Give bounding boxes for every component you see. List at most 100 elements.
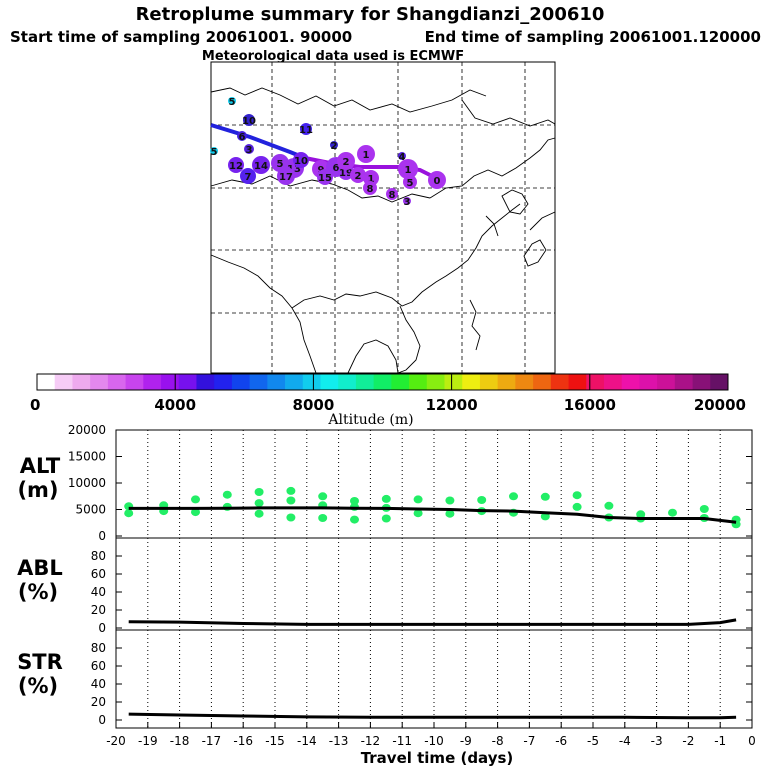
colorbar-swatch bbox=[54, 374, 73, 390]
colorbar-swatch bbox=[373, 374, 392, 390]
trajectory-cluster-label: 17 bbox=[279, 172, 293, 183]
panel-y-tick-label: 60 bbox=[91, 567, 106, 581]
panel-y-tick-label: 80 bbox=[91, 549, 106, 563]
trajectory-cluster-label: 7 bbox=[245, 172, 252, 183]
panel-y-tick-label: 10000 bbox=[68, 476, 106, 490]
altitude-scatter-point bbox=[124, 509, 134, 518]
altitude-scatter-point bbox=[540, 492, 550, 501]
colorbar-swatch bbox=[72, 374, 91, 390]
colorbar-swatch bbox=[426, 374, 445, 390]
colorbar-swatch bbox=[515, 374, 534, 390]
altitude-scatter-point bbox=[668, 508, 677, 517]
altitude-scatter-point bbox=[318, 514, 328, 522]
altitude-scatter-point bbox=[445, 496, 455, 505]
trajectory-cluster-marker bbox=[337, 152, 355, 170]
x-tick-label: -19 bbox=[138, 734, 158, 748]
colorbar-tick-label: 20000 bbox=[694, 396, 746, 414]
trajectory-cluster-marker bbox=[243, 114, 255, 126]
altitude-scatter-point bbox=[381, 514, 391, 523]
panel-y-tick-label: 15000 bbox=[68, 450, 106, 464]
page-title: Retroplume summary for Shangdianzi_20061… bbox=[136, 4, 605, 25]
colorbar-swatch bbox=[37, 374, 56, 390]
colorbar-swatch bbox=[125, 374, 144, 390]
trajectory-cluster-label: 8 bbox=[367, 184, 374, 195]
colorbar-tick-label: 4000 bbox=[154, 396, 196, 414]
trajectory-cluster-label: 5 bbox=[211, 147, 218, 158]
altitude-scatter-point bbox=[572, 502, 582, 511]
panel-y-tick-label: 0 bbox=[98, 713, 106, 727]
trajectory-cluster-marker bbox=[240, 168, 256, 184]
trajectory-cluster-label: 10 bbox=[242, 116, 256, 127]
altitude-colorbar: 0 4000 8000 12000 16000 20000 Altitude (m) bbox=[30, 373, 746, 428]
x-tick-label: -3 bbox=[651, 734, 663, 748]
colorbar-swatch bbox=[568, 374, 587, 390]
trajectory-cluster-marker bbox=[237, 131, 247, 141]
colorbar-swatch bbox=[444, 374, 463, 390]
panel-str: 0 20 40 60 80 STR(%) bbox=[17, 629, 753, 729]
trajectory-cluster-label: 6 bbox=[333, 163, 340, 174]
altitude-scatter-point bbox=[286, 496, 296, 505]
colorbar-swatch bbox=[196, 374, 215, 390]
colorbar-tick-label: 12000 bbox=[426, 396, 478, 414]
trajectory-cluster-label: 12 bbox=[229, 161, 243, 172]
altitude-scatter-point bbox=[413, 509, 423, 518]
trajectory-cluster-marker bbox=[403, 197, 411, 205]
colorbar-swatch bbox=[178, 374, 197, 390]
colorbar-swatch bbox=[338, 374, 357, 390]
colorbar-swatch bbox=[355, 374, 375, 390]
x-tick-label: 0 bbox=[748, 734, 756, 748]
altitude-scatter-point bbox=[604, 501, 614, 510]
panel-y-unit: (%) bbox=[18, 674, 58, 698]
colorbar-swatch bbox=[391, 374, 410, 390]
x-tick-label: -4 bbox=[619, 734, 631, 748]
colorbar-swatch bbox=[267, 374, 286, 390]
x-tick-label: -18 bbox=[170, 734, 190, 748]
trajectory-cluster-label: 3 bbox=[246, 145, 253, 156]
x-tick-label: -16 bbox=[233, 734, 253, 748]
panel-y-tick-label: 40 bbox=[91, 677, 106, 691]
colorbar-swatch bbox=[692, 374, 711, 390]
altitude-scatter-point bbox=[254, 499, 264, 508]
altitude-scatter-point bbox=[254, 509, 264, 518]
colorbar-swatch bbox=[533, 374, 552, 390]
trajectory-cluster-label: 4 bbox=[399, 152, 406, 163]
trajectory-cluster-marker bbox=[300, 123, 312, 135]
x-tick-label: -5 bbox=[587, 734, 599, 748]
trajectory-map: 51063115127145213109619124101883172155 bbox=[210, 61, 556, 374]
map-frame bbox=[210, 61, 556, 374]
x-axis-label: Travel time (days) bbox=[361, 749, 514, 767]
trajectory-cluster-marker bbox=[252, 156, 270, 174]
trajectory-cluster-marker bbox=[277, 167, 295, 185]
trajectory-cluster-marker bbox=[363, 181, 377, 195]
panel-y-tick-label: 80 bbox=[91, 641, 106, 655]
altitude-scatter-point bbox=[350, 497, 359, 505]
panel-y-tick-label: 20 bbox=[91, 603, 106, 617]
colorbar-swatch bbox=[409, 374, 428, 390]
colorbar-swatch bbox=[710, 374, 729, 390]
x-tick-label: -6 bbox=[555, 734, 567, 748]
x-tick-label: -8 bbox=[492, 734, 504, 748]
trajectory-cluster-marker bbox=[350, 167, 366, 183]
colorbar-tick-labels: 0 4000 8000 12000 16000 20000 bbox=[30, 374, 746, 414]
colorbar-swatch bbox=[231, 374, 251, 390]
trajectory-cluster-marker bbox=[210, 147, 218, 155]
time-series-panels: 05000100001500020000ALT(m)020406080ABL(%… bbox=[17, 423, 753, 729]
panel-abl: 0 20 40 60 80 ABL(%) bbox=[17, 537, 753, 635]
panel-y-label: STR bbox=[17, 650, 63, 674]
altitude-median-line bbox=[128, 506, 737, 524]
x-tick-label: -11 bbox=[392, 734, 412, 748]
altitude-scatter-point bbox=[540, 512, 550, 521]
altitude-scatter-point bbox=[572, 491, 582, 500]
altitude-scatter-point bbox=[413, 495, 423, 504]
panel-y-tick-label: 5000 bbox=[75, 503, 106, 517]
x-tick-label: -15 bbox=[265, 734, 285, 748]
colorbar-swatch bbox=[143, 374, 162, 390]
trajectory-cluster-label: 5 bbox=[407, 178, 414, 189]
trajectory-cluster-marker bbox=[228, 157, 244, 173]
met-data-label: Meteorological data used is ECMWF bbox=[202, 49, 464, 64]
trajectory-cluster-label: 3 bbox=[404, 197, 411, 208]
trajectory-cluster-marker bbox=[330, 141, 338, 149]
trajectory-cluster-marker bbox=[398, 159, 418, 179]
colorbar-swatch bbox=[479, 374, 499, 390]
